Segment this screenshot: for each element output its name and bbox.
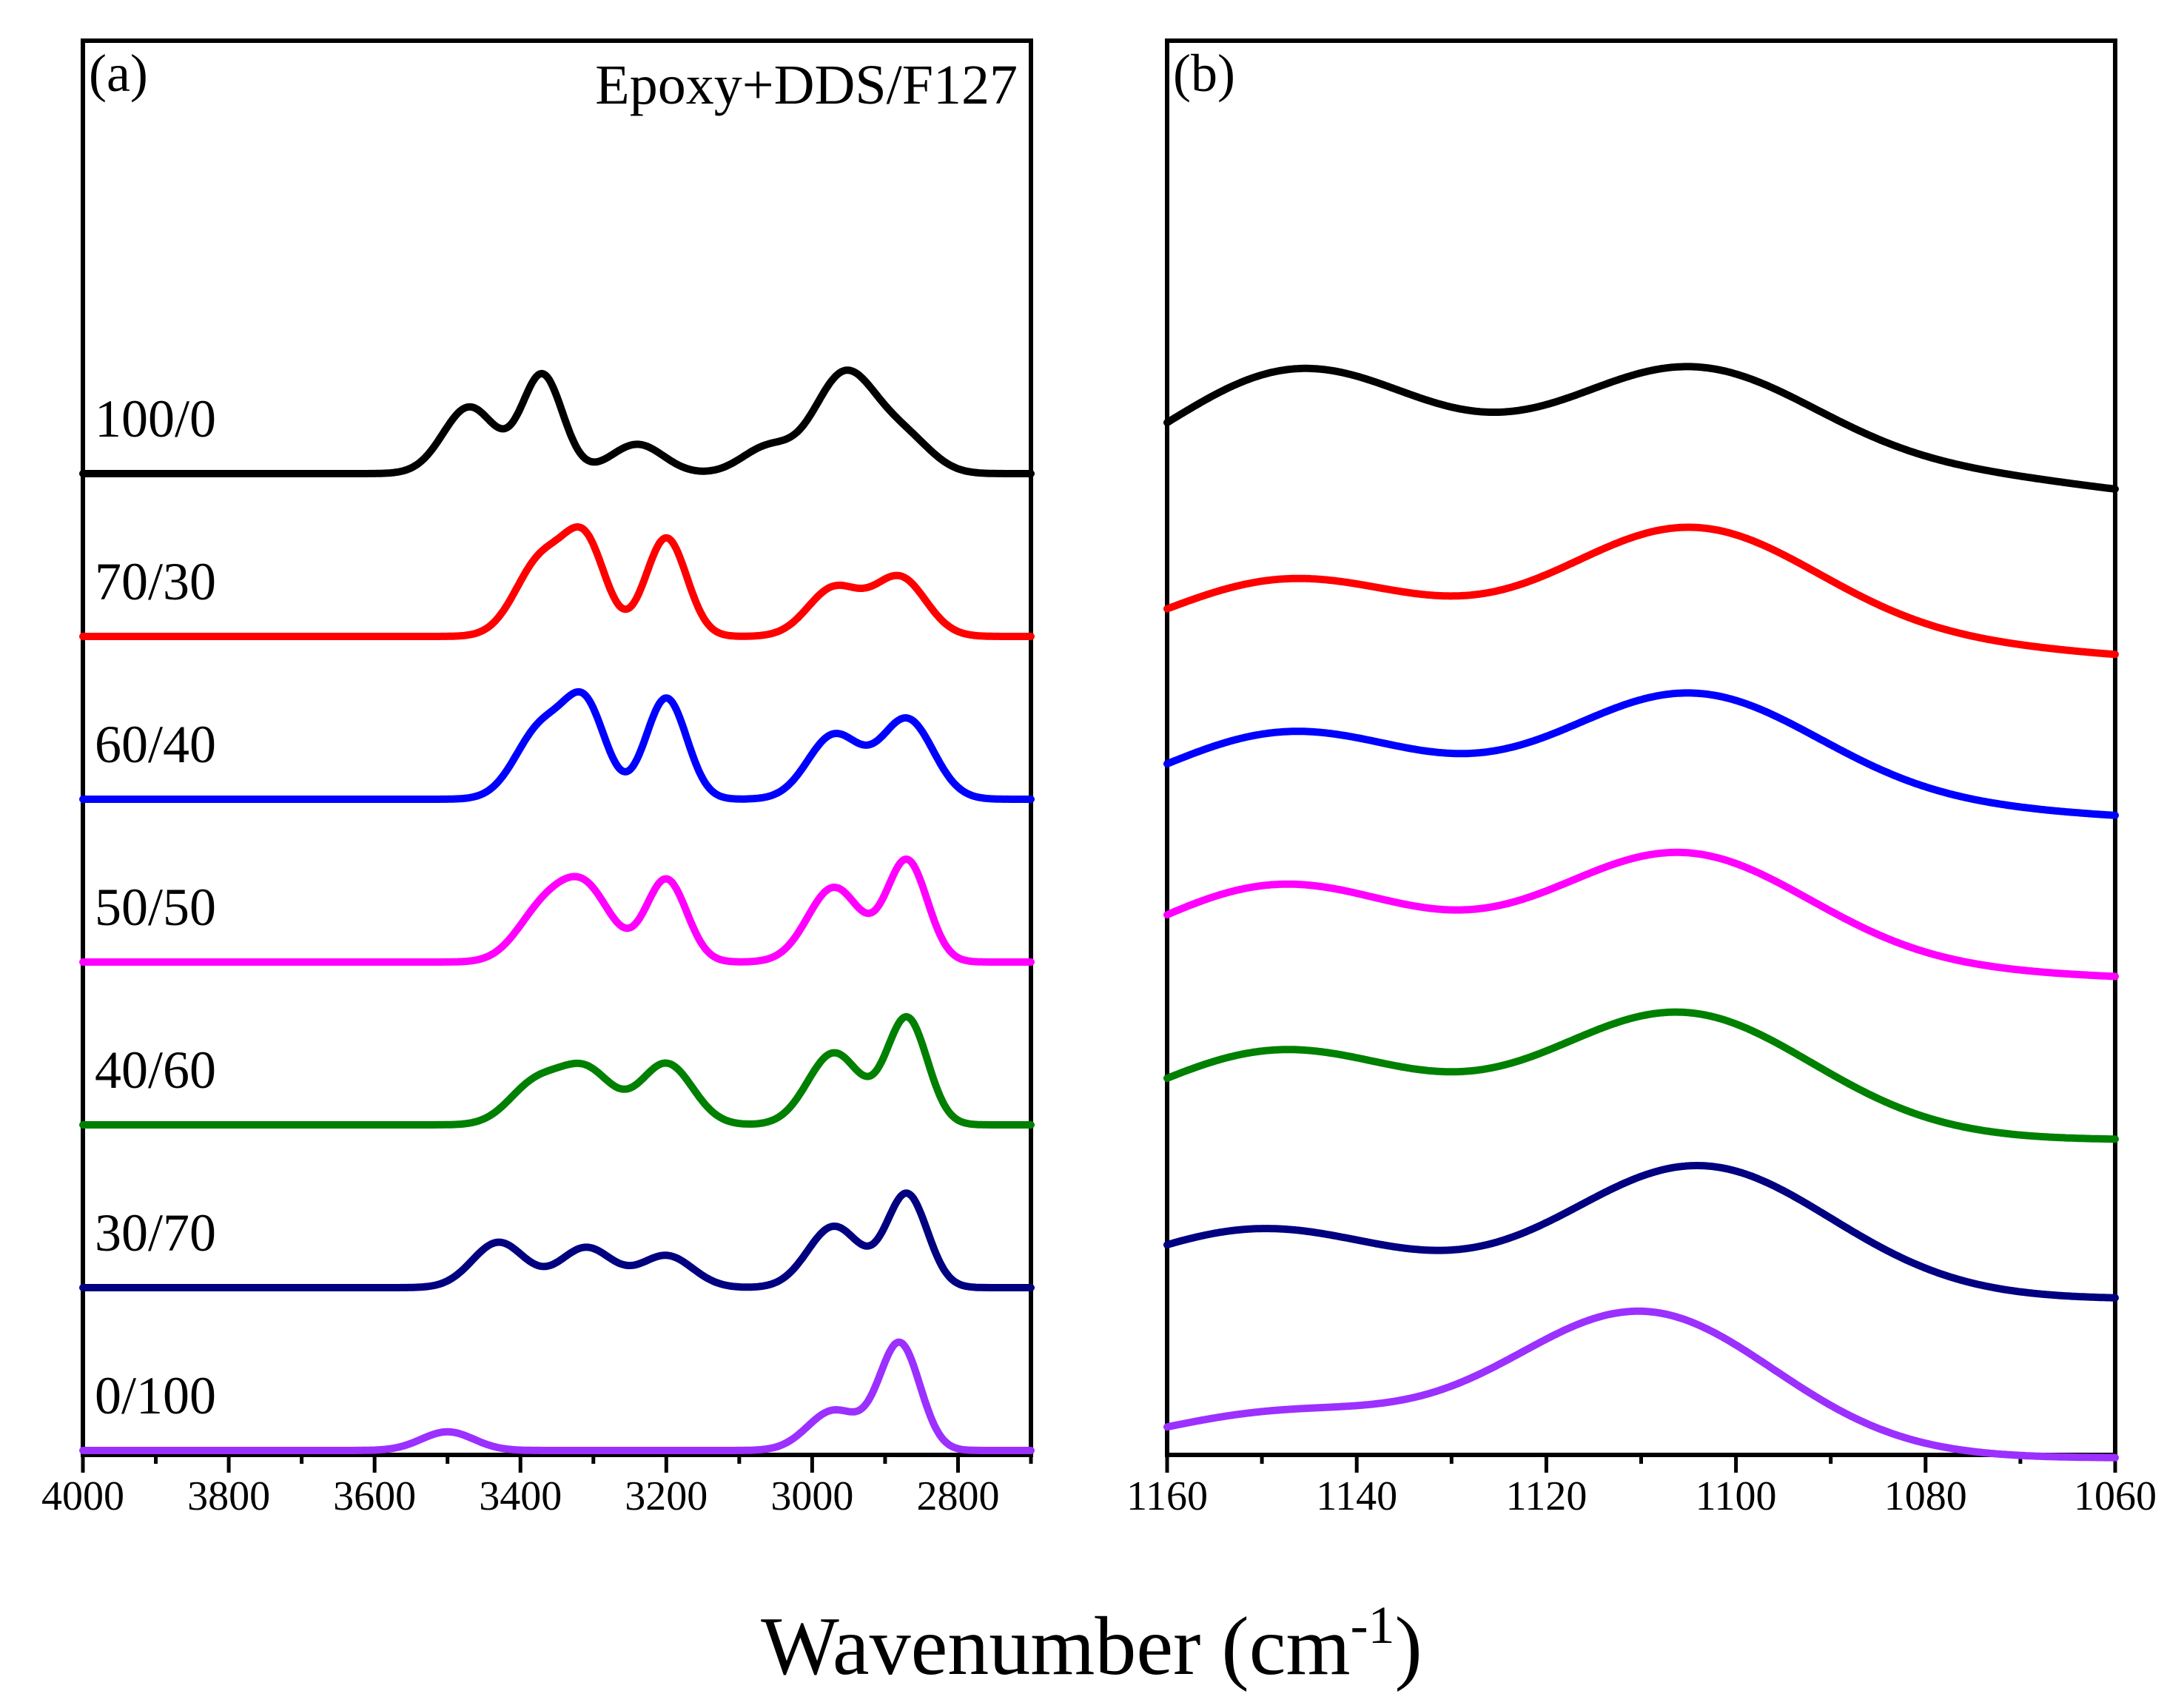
x-tick-label: 1140 bbox=[1316, 1473, 1397, 1519]
series-label: 40/60 bbox=[95, 1040, 216, 1100]
x-axis-label: Wavenumber (cm-1) bbox=[761, 1596, 1422, 1692]
spectrum-line bbox=[1163, 523, 2119, 659]
x-tick-label: 1100 bbox=[1696, 1473, 1777, 1519]
x-tick-label: 3200 bbox=[625, 1473, 708, 1519]
spectrum-line bbox=[1163, 1008, 2119, 1143]
x-tick-label: 2800 bbox=[916, 1473, 999, 1519]
panel-annotation: Epoxy+DDS/F127 bbox=[595, 54, 1018, 116]
series-label: 0/100 bbox=[95, 1366, 216, 1425]
spectrum-line bbox=[1163, 1162, 2119, 1302]
spectrum-line bbox=[79, 523, 1035, 640]
x-tick-label: 1160 bbox=[1126, 1473, 1208, 1519]
spectrum-line bbox=[79, 687, 1035, 803]
x-axis-label-end: ) bbox=[1395, 1601, 1422, 1692]
spectrum-line bbox=[1163, 1307, 2119, 1462]
spectrum-line bbox=[1163, 689, 2119, 819]
x-tick-label: 3800 bbox=[187, 1473, 270, 1519]
panel-a: 4000 3800 3600 3400 3200 3000 2800 (a) Epoxy+DDS… bbox=[41, 38, 1035, 1519]
spectrum-line bbox=[1163, 363, 2119, 493]
spectrum-line bbox=[79, 1012, 1035, 1129]
x-tick-label: 1080 bbox=[1884, 1473, 1967, 1519]
panel-label: (b) bbox=[1173, 44, 1235, 103]
spectrum-line bbox=[79, 855, 1035, 966]
x-tick-label: 3600 bbox=[333, 1473, 416, 1519]
plot-frame bbox=[81, 38, 1033, 1457]
plot-frame bbox=[1165, 38, 2117, 1457]
series-label: 50/50 bbox=[95, 878, 216, 937]
series-label: 30/70 bbox=[95, 1203, 216, 1262]
x-tick-label: 1060 bbox=[2074, 1473, 2157, 1519]
series-label: 60/40 bbox=[95, 715, 216, 774]
x-tick-label: 3000 bbox=[770, 1473, 853, 1519]
spectrum-line bbox=[79, 1338, 1035, 1454]
x-tick-label: 1120 bbox=[1505, 1473, 1587, 1519]
series-label: 70/30 bbox=[95, 552, 216, 611]
x-tick-label: 3400 bbox=[479, 1473, 562, 1519]
panel-label: (a) bbox=[89, 44, 148, 103]
x-tick-label: 4000 bbox=[41, 1473, 124, 1519]
spectrum-line bbox=[79, 1189, 1035, 1291]
x-axis-label-superscript: -1 bbox=[1351, 1596, 1395, 1655]
spectrum-line bbox=[1163, 848, 2119, 981]
panel-b: 1160 1140 1120 1100 1080 1060 (b) bbox=[1126, 38, 2157, 1519]
series-label: 100/0 bbox=[95, 389, 216, 448]
spectrum-line bbox=[79, 366, 1035, 477]
